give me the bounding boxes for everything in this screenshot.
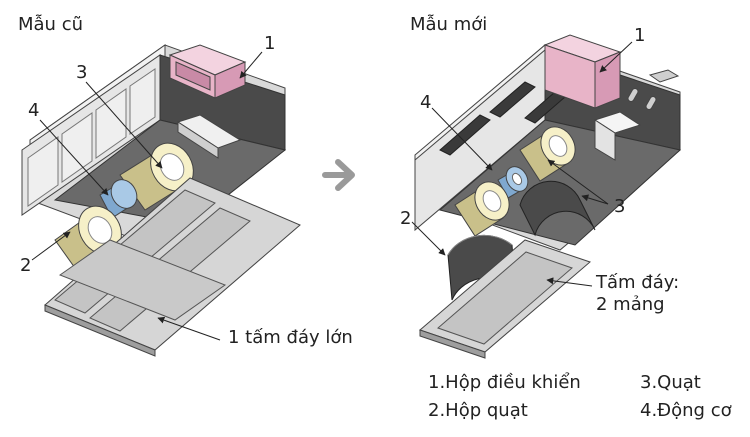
new-fan-housing-right (519, 180, 596, 237)
legend-item-2: 2.Hộp quạt (428, 400, 528, 421)
old-design-title: Mẫu cũ (18, 14, 83, 35)
legend-item-3: 3.Quạt (640, 372, 701, 393)
new-fan-right (519, 126, 576, 182)
old-bottom-plate (44, 177, 301, 357)
legend-item-1: 1.Hộp điều khiển (428, 372, 581, 393)
old-bottom-plate-label: 1 tấm đáy lớn (228, 327, 353, 348)
new-callout-leaders (411, 41, 633, 287)
transition-arrow-icon (322, 159, 355, 191)
old-callout-leaders (31, 51, 263, 341)
new-bracket (593, 111, 642, 161)
old-callout-4: 4 (28, 100, 40, 121)
old-control-box (168, 44, 247, 99)
new-bottom-plate (419, 239, 591, 359)
new-callout-4: 4 (420, 92, 432, 113)
new-callout-3: 3 (614, 196, 626, 217)
old-callout-2: 2 (20, 255, 32, 276)
new-bottom-plate-label-line1: Tấm đáy: (596, 272, 680, 293)
old-bracket (176, 114, 242, 159)
new-callout-1: 1 (634, 25, 646, 46)
new-fan-left (454, 181, 510, 237)
old-callout-1: 1 (264, 33, 276, 54)
new-design-title: Mẫu mới (410, 14, 488, 35)
new-bottom-plate-label-line2: 2 mảng (596, 294, 665, 315)
new-callout-2: 2 (400, 208, 412, 229)
old-callout-3: 3 (76, 62, 88, 83)
legend-item-4: 4.Động cơ (640, 400, 732, 421)
new-design-illustration (411, 34, 682, 359)
old-design-illustration (21, 44, 301, 357)
new-control-box (543, 34, 622, 109)
old-fan-right (119, 142, 194, 211)
